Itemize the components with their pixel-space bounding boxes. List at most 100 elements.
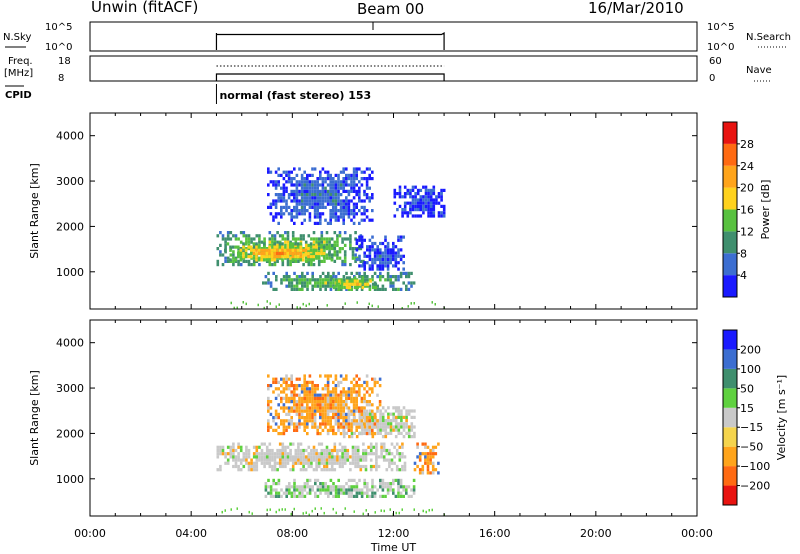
velocity-cell: [306, 384, 309, 388]
velocity-cell: [350, 390, 353, 394]
power-cell: [419, 188, 423, 192]
power-cell: [424, 201, 428, 205]
velocity-cell: [291, 455, 295, 459]
velocity-cell: [306, 482, 309, 486]
power-cell: [255, 258, 258, 262]
power-cell: [252, 248, 256, 252]
velocity-cell: [397, 485, 400, 489]
velocity-cell: [350, 409, 353, 413]
velocity-cell: [287, 400, 291, 404]
velocity-cell: [267, 478, 270, 482]
power-near-range-cell: [305, 304, 307, 307]
velocity-y-axis-label: Slant Range [km]: [28, 370, 41, 466]
power-cell: [300, 180, 304, 184]
velocity-cell: [285, 393, 288, 397]
power-cell: [339, 209, 343, 213]
power-cell: [258, 237, 261, 241]
power-cell: [384, 254, 387, 258]
power-cell: [296, 251, 300, 256]
velocity-cell: [365, 416, 369, 420]
power-cell: [414, 208, 417, 212]
velocity-cell: [368, 403, 371, 407]
power-cell: [303, 193, 306, 197]
velocity-cell: [332, 409, 335, 413]
velocity-cell: [355, 390, 358, 394]
velocity-cell: [345, 374, 348, 378]
velocity-cell: [287, 406, 291, 410]
power-cell: [359, 259, 363, 263]
power-near-range-cell: [356, 301, 358, 304]
velocity-cell: [347, 387, 351, 391]
velocity-colorbar-bin: [723, 407, 737, 428]
velocity-cell: [338, 455, 342, 459]
power-cell: [244, 251, 248, 256]
power-cell: [345, 183, 348, 187]
velocity-cell: [337, 485, 340, 489]
power-cell: [361, 276, 365, 280]
velocity-cell: [329, 488, 333, 492]
power-cell: [332, 205, 335, 209]
velocity-cell: [401, 452, 404, 456]
velocity-cell: [346, 458, 350, 462]
power-cell: [394, 264, 398, 268]
velocity-cell: [216, 455, 220, 459]
power-cell: [291, 248, 295, 252]
velocity-cell: [285, 384, 288, 388]
velocity-cell: [339, 380, 343, 384]
velocity-colorbar-label: Velocity [m s⁻¹]: [775, 375, 788, 460]
power-cell: [314, 284, 317, 288]
power-cell: [424, 198, 428, 202]
power-cell: [245, 237, 248, 241]
power-cell: [234, 258, 237, 262]
velocity-near-range-cell: [422, 509, 424, 513]
velocity-cell: [324, 403, 327, 407]
power-cell: [347, 199, 351, 203]
velocity-cell: [306, 485, 309, 489]
power-cell: [442, 214, 446, 218]
velocity-y-tick-label: 1000: [56, 473, 84, 486]
power-cell: [321, 183, 325, 187]
power-cell: [424, 185, 428, 189]
velocity-cell: [276, 461, 279, 465]
velocity-cell: [287, 409, 291, 413]
velocity-cell: [275, 494, 278, 498]
velocity-cell: [389, 488, 392, 492]
power-cell: [350, 212, 353, 216]
power-cell: [371, 218, 374, 222]
velocity-cell: [285, 374, 288, 378]
velocity-cell: [224, 455, 227, 459]
velocity-cell: [336, 458, 339, 462]
power-cell: [295, 186, 299, 190]
power-cell: [373, 271, 377, 275]
velocity-cell: [308, 488, 312, 492]
velocity-cell: [306, 416, 309, 420]
power-cell: [416, 201, 420, 205]
velocity-cell: [365, 384, 369, 388]
velocity-cell: [278, 458, 282, 462]
velocity-cell: [274, 422, 278, 426]
power-cell: [326, 193, 330, 197]
velocity-cell: [293, 409, 296, 413]
velocity-cell: [306, 419, 309, 423]
power-cell: [373, 287, 377, 291]
velocity-cell: [368, 422, 371, 426]
velocity-cell: [311, 403, 314, 407]
velocity-cell: [282, 425, 286, 429]
velocity-cell: [338, 464, 342, 469]
velocity-cell: [371, 494, 374, 498]
velocity-cell: [306, 425, 309, 429]
velocity-cell: [330, 448, 334, 453]
velocity-cell: [355, 422, 359, 426]
power-cell: [386, 245, 390, 249]
velocity-cell: [325, 448, 329, 453]
velocity-cell: [308, 387, 312, 391]
velocity-cell: [321, 419, 325, 423]
velocity-near-range-cell: [353, 510, 355, 513]
velocity-cell: [290, 377, 293, 381]
power-cell: [306, 196, 309, 200]
velocity-near-range-cell: [281, 508, 283, 511]
velocity-cell: [347, 485, 351, 489]
power-near-range-cell: [269, 302, 271, 305]
velocity-cell: [326, 409, 330, 413]
velocity-cell: [258, 452, 261, 456]
